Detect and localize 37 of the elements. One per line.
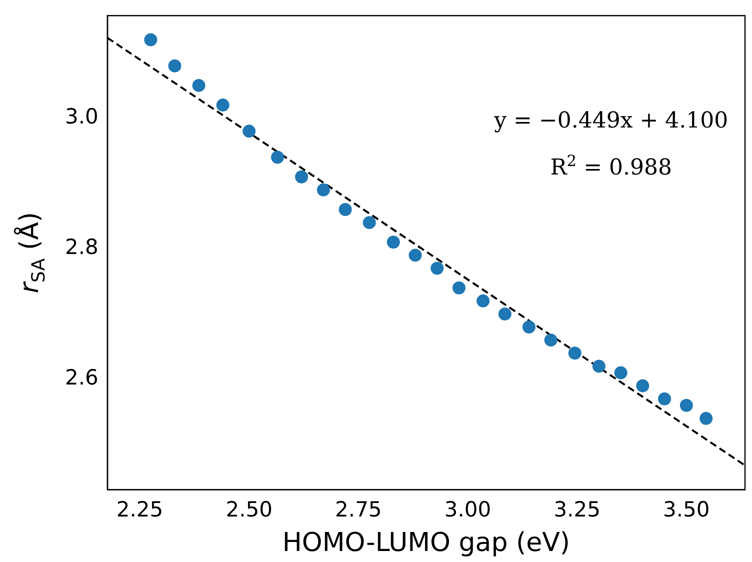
point — [658, 392, 672, 406]
point — [168, 59, 182, 72]
point — [362, 216, 376, 230]
point — [680, 398, 693, 412]
point — [544, 334, 558, 347]
x-tick-label: 2.25 — [116, 498, 164, 522]
annotation: y = −0.449x + 4.100 — [493, 108, 728, 134]
y-axis-title: rSA (Å) — [13, 212, 50, 294]
x-tick-label: 3.50 — [663, 498, 710, 522]
point — [295, 170, 308, 184]
x-tick-label: 3.25 — [554, 498, 600, 522]
y-tick-label: 2.8 — [64, 235, 98, 260]
point — [271, 150, 284, 164]
point — [636, 379, 650, 392]
point — [476, 294, 490, 308]
point — [192, 78, 206, 92]
point — [522, 320, 536, 334]
y-tick-label: 3.0 — [64, 104, 98, 129]
point — [338, 203, 352, 216]
x-tick-label: 2.75 — [335, 498, 382, 522]
point — [430, 262, 444, 275]
point — [498, 307, 512, 320]
x-tick-label: 2.50 — [226, 498, 272, 522]
point — [568, 346, 582, 360]
y-tick-label: 2.6 — [64, 366, 98, 390]
x-tick-label: 3.00 — [444, 498, 492, 522]
point — [316, 183, 330, 196]
point — [242, 124, 256, 138]
point — [386, 236, 400, 249]
point — [144, 33, 158, 46]
point — [216, 98, 230, 112]
point — [592, 360, 606, 373]
point — [452, 281, 466, 294]
point — [700, 412, 713, 425]
point — [408, 248, 422, 262]
point — [614, 366, 628, 380]
x-axis-title: HOMO-LUMO gap (eV) — [282, 528, 570, 558]
